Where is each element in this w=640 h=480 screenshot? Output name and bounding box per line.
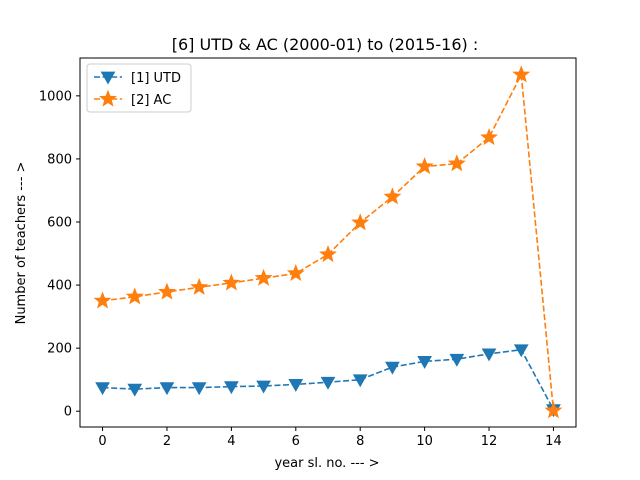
data-point-1-utd <box>320 376 336 390</box>
data-point-1-utd <box>449 353 465 367</box>
x-axis-label: year sl. no. --- > <box>274 456 379 471</box>
data-point-2-ac <box>383 187 402 205</box>
data-point-1-utd <box>191 382 207 396</box>
data-point-1-utd <box>127 383 143 397</box>
chart-title: [6] UTD & AC (2000-01) to (2015-16) : <box>172 35 479 54</box>
data-point-2-ac <box>512 65 531 83</box>
data-point-1-utd <box>159 382 175 396</box>
x-tick-label: 4 <box>227 434 235 449</box>
data-point-2-ac <box>415 157 434 175</box>
data-point-1-utd <box>352 374 368 388</box>
data-point-1-utd <box>417 356 432 369</box>
data-point-2-ac <box>222 273 241 291</box>
plot-area: 0 2 4 6 8 10 12 14 0 200 400 600 800 1000 [1] UTD [2] A… <box>39 57 577 449</box>
x-tick-label: 6 <box>292 434 300 449</box>
legend-marker-2-ac <box>99 89 117 107</box>
data-point-2-ac <box>190 277 209 295</box>
data-point-1-utd <box>513 344 529 358</box>
legend-marker-1-utd <box>100 71 116 85</box>
data-point-1-utd <box>288 379 304 392</box>
data-point-2-ac <box>544 401 563 419</box>
data-point-2-ac <box>158 282 176 300</box>
data-point-1-utd <box>95 382 110 396</box>
x-tick-label: 8 <box>356 434 364 449</box>
y-tick-label: 800 <box>47 152 72 167</box>
data-point-1-utd <box>256 380 271 394</box>
y-tick-label: 400 <box>47 279 72 294</box>
x-tick-label: 10 <box>416 434 433 449</box>
x-tick-label: 14 <box>545 434 562 449</box>
data-point-2-ac <box>254 268 273 286</box>
data-point-1-utd <box>385 361 400 375</box>
data-point-1-utd <box>481 348 497 362</box>
data-point-2-ac <box>286 264 305 282</box>
data-point-2-ac <box>480 128 498 146</box>
y-tick-label: 200 <box>47 342 72 357</box>
data-point-2-ac <box>351 213 370 231</box>
data-point-2-ac <box>93 291 112 309</box>
axes-frame <box>79 57 577 428</box>
y-tick-label: 1000 <box>39 89 72 104</box>
legend-label-2-ac: [2] AC <box>131 93 171 108</box>
x-tick-label: 2 <box>163 434 171 449</box>
y-tick-label: 0 <box>64 405 72 420</box>
legend-box <box>86 63 192 113</box>
legend-label-1-utd: [1] UTD <box>131 71 181 86</box>
data-point-2-ac <box>447 154 466 172</box>
data-point-2-ac <box>125 287 144 305</box>
data-point-1-utd <box>224 381 239 395</box>
x-tick-label: 12 <box>481 434 498 449</box>
y-tick-label: 600 <box>47 216 72 231</box>
x-tick-label: 0 <box>98 434 106 449</box>
y-axis-label: Number of teachers --- > <box>14 162 29 325</box>
data-point-2-ac <box>319 245 337 263</box>
